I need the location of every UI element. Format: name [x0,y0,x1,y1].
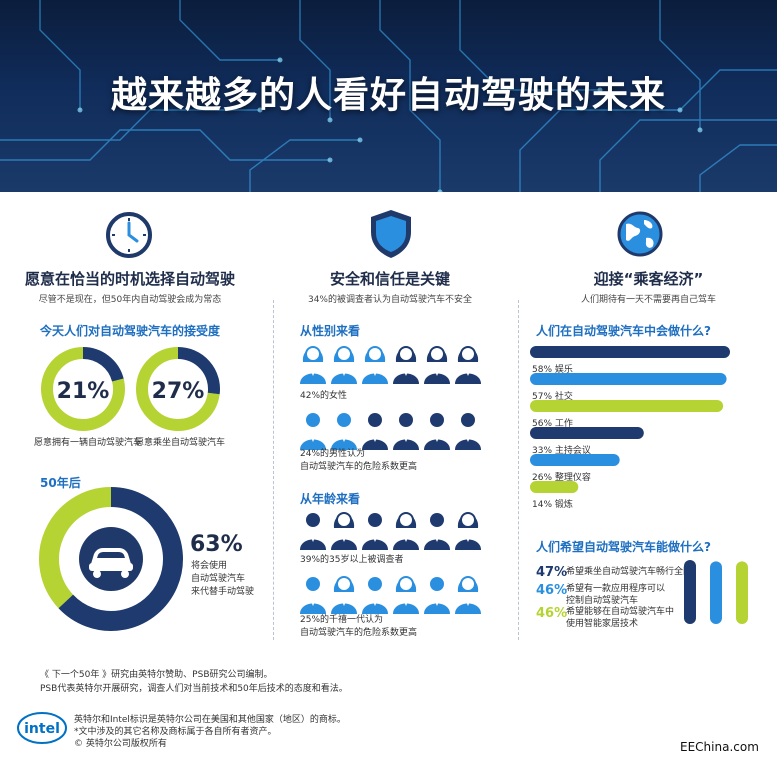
activity-label: 26% 整理仪容 [532,471,591,483]
younger-icon-row [300,576,481,614]
page-title: 越来越多的人看好自动驾驶的未来 [110,75,666,116]
woman-icon [300,346,326,384]
hopes-bar-chart [684,560,748,624]
hope-percent: 47% [536,565,568,580]
men-caption: 24%的男性认为 自动驾驶汽车的危险系数更高 [300,449,418,472]
man-icon [424,413,450,450]
activity-bar [530,346,730,358]
person-icon [362,577,388,614]
woman-icon [393,346,419,384]
hope-percent: 46% [536,583,568,598]
donut-chart-future [39,487,183,631]
watermark: EEChina.com [680,740,759,754]
younger-caption: 25%的千禧一代认为 自动驾驶汽车的危险系数更高 [300,615,418,638]
person-icon [300,577,326,614]
person-icon [455,512,481,550]
donut-remainder-arc [136,347,220,431]
column-header-2: 安全和信任是关键 34%的被调查者认为自动驾驶汽车不安全 [270,268,510,305]
column-title: 愿意在恰当的时机选择自动驾驶 [24,270,235,288]
activity-label: 14% 锻炼 [532,498,573,510]
column-title: 安全和信任是关键 [329,270,450,288]
age-title: 从年龄来看 [300,492,361,506]
hope-percent: 46% [536,606,568,621]
man-icon [393,413,419,450]
hope-text: 希望有一款应用程序可以 控制自动驾驶汽车 [566,584,666,606]
donut-label: 21% [57,379,110,404]
man-icon [300,413,326,450]
woman-icon [362,346,388,384]
woman-icon [424,346,450,384]
woman-icon [331,346,357,384]
hope-bar [684,560,696,624]
person-icon [331,512,357,550]
circuit-background [0,0,777,192]
person-icon [393,512,419,550]
hope-text: 希望能够在自动驾驶汽车中 使用智能家居技术 [566,607,675,629]
activity-label: 58% 娱乐 [532,363,573,375]
car-icon [79,527,143,591]
activity-bar [530,373,727,385]
person-icon [331,576,357,614]
hope-bar [736,561,748,624]
activity-label: 57% 社交 [532,390,573,402]
man-icon [331,413,357,450]
acceptance-title: 今天人们对自动驾驶汽车的接受度 [40,324,221,338]
person-icon [300,513,326,550]
future-percent: 63% [190,532,243,557]
women-icon-row [300,346,481,384]
donut-label: 27% [152,379,205,404]
activity-label: 33% 主持会议 [532,444,591,456]
intel-logo: intel [17,712,67,744]
donut-value-arc [58,487,183,631]
person-icon [455,576,481,614]
donut-value-arc [82,347,124,382]
activities-bar-chart: 58% 娱乐 57% 社交 56% 工作 33% 主持会议 26% 整理仪容 14% 锻炼 [530,346,730,510]
donut-chart-ride: 27% [136,347,220,431]
column-header-1: 愿意在恰当的时机选择自动驾驶 尽管不是现在，但50年内自动驾驶会成为常态 [0,268,260,305]
column-title: 迎接“乘客经济” [593,270,704,288]
person-icon [424,513,450,550]
column-subtitle: 34%的被调查者认为自动驾驶汽车不安全 [307,295,472,305]
donut-remainder-arc [41,347,125,431]
activity-bar [530,454,620,466]
hope-text: 希望乘坐自动驾驶汽车畅行全国 [566,567,693,577]
activities-title: 人们在自动驾驶汽车中会做什么? [536,324,711,338]
donut-caption: 愿意乘坐自动驾驶汽车 [135,438,226,448]
woman-icon [455,346,481,384]
svg-text:intel: intel [24,721,60,737]
person-icon [362,513,388,550]
activity-label: 56% 工作 [532,417,573,429]
future-caption: 将会使用 自动驾驶汽车 来代替手动驾驶 [191,561,255,597]
older-caption: 39%的35岁以上被调查者 [300,555,404,565]
man-icon [455,413,481,450]
hero-banner: 越来越多的人看好自动驾驶的未来 [0,0,777,192]
column-divider [518,300,519,640]
activity-bar [530,427,644,439]
activity-bar [530,400,724,412]
older-icon-row [300,512,481,550]
legal-note: 英特尔和Intel标识是英特尔公司在美国和其他国家（地区）的商标。 *文中涉及的其… [74,715,346,749]
column-subtitle: 尽管不是现在，但50年内自动驾驶会成为常态 [38,295,222,305]
donut-caption: 愿意拥有一辆自动驾驶汽车 [34,438,143,448]
men-icon-row [300,413,481,450]
man-icon [362,413,388,450]
column-divider [273,300,274,640]
activity-bar [530,481,579,493]
gender-title: 从性别来看 [300,324,361,338]
donut-value-arc [177,347,220,395]
shield-icon [371,210,411,258]
person-icon [393,576,419,614]
women-caption: 42%的女性 [300,391,348,401]
clock-icon [106,212,152,258]
source-note: 《 下一个50年 》研究由英特尔赞助、PSB研究公司编制。 PSB代表英特尔开展研… [40,670,348,694]
donut-remainder-arc [39,487,112,609]
hope-bar [710,561,722,624]
donut-chart-own: 21% [41,347,125,431]
future-title: 50年后 [40,476,81,490]
person-icon [424,577,450,614]
globe-icon [617,211,663,257]
hopes-title: 人们希望自动驾驶汽车能做什么? [536,540,711,554]
column-header-3: 迎接“乘客经济” 人们期待有一天不需要再自己驾车 [520,268,777,305]
column-subtitle: 人们期待有一天不需要再自己驾车 [580,295,716,305]
